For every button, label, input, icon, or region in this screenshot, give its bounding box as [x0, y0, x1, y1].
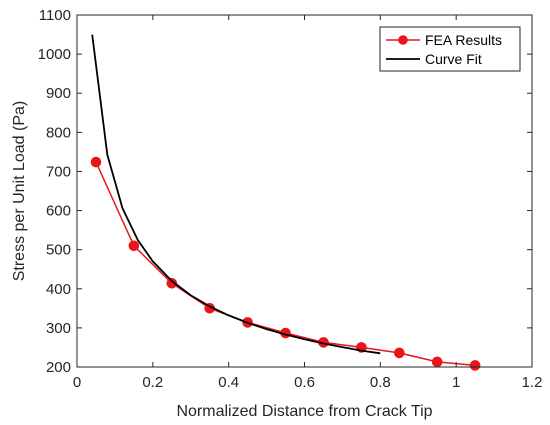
series-layer: [90, 34, 481, 371]
y-tick-label: 500: [46, 242, 71, 259]
y-axis-label: Stress per Unit Load (Pa): [11, 101, 28, 282]
y-tick-label: 600: [46, 203, 71, 220]
legend-label-fea-results: FEA Results: [425, 32, 502, 48]
y-tick-label: 1000: [38, 46, 71, 63]
plot-background: [77, 15, 532, 367]
x-tick-label: 0: [73, 374, 81, 391]
y-tick-label: 800: [46, 124, 71, 141]
legend: FEA Results Curve Fit: [379, 26, 521, 72]
x-tick-label: 1: [452, 374, 460, 391]
legend-box: [379, 26, 521, 72]
legend-marker-fea-results: [398, 35, 408, 45]
data-point-fea-results: [431, 356, 443, 368]
data-point-fea-results: [90, 156, 102, 168]
data-point-fea-results: [128, 240, 140, 252]
x-tick-label: 0.6: [294, 374, 315, 391]
y-tick-label: 400: [46, 281, 71, 298]
plot-area: [77, 15, 532, 367]
y-tick-label: 200: [46, 359, 71, 376]
y-tick-label: 300: [46, 320, 71, 337]
x-tick-label: 0.2: [142, 374, 163, 391]
series-line-curve-fit: [91, 34, 381, 355]
y-tick-label: 1100: [39, 7, 71, 24]
data-point-fea-results: [166, 278, 178, 289]
x-axis-label: Normalized Distance from Crack Tip: [176, 403, 432, 420]
axes-layer: 0 0.2 0.4 0.6 0.8 1 1.2 200 300 400 500 600 700 800 90…: [38, 7, 543, 391]
x-tick-label: 1.2: [522, 374, 543, 391]
x-tick-label: 0.8: [370, 374, 391, 391]
x-tick-label: 0.4: [218, 374, 239, 391]
data-point-fea-results: [394, 347, 405, 359]
legend-label-curve-fit: Curve Fit: [425, 51, 482, 67]
data-point-fea-results: [469, 360, 481, 371]
y-tick-label: 900: [46, 85, 71, 102]
y-tick-label: 700: [46, 163, 71, 180]
